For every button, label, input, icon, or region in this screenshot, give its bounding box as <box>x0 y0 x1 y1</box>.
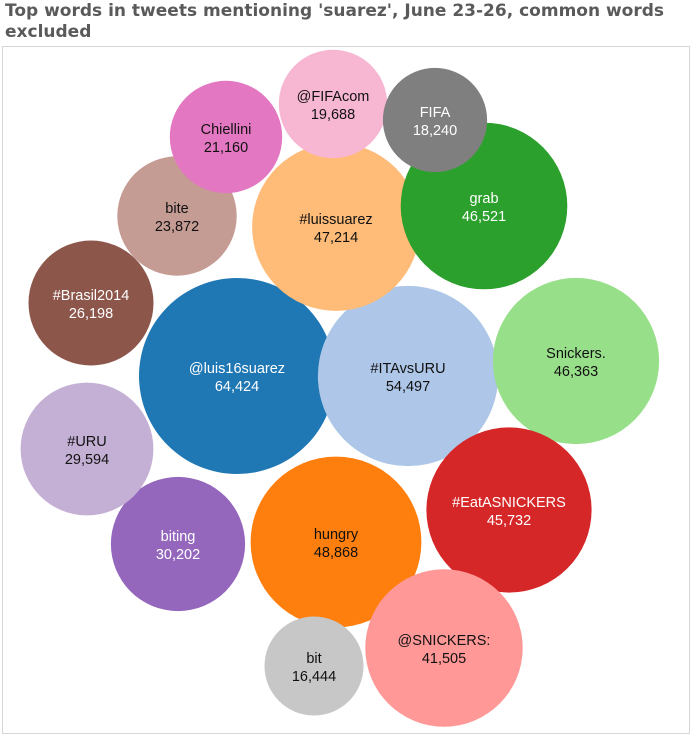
bubble-count-label: 45,732 <box>487 513 531 529</box>
bubble-word-label: #luissuarez <box>299 212 372 228</box>
bubble-fifa: FIFA 18,240 <box>382 67 488 173</box>
bubble-count-label: 46,363 <box>554 364 598 380</box>
bubble-bit: bit 16,444 <box>264 616 364 716</box>
bubble-word-label: Snickers. <box>546 346 606 362</box>
bubble-circle <box>264 616 364 716</box>
bubble-word-label: hungry <box>314 527 359 543</box>
bubble-word-label: bit <box>306 651 321 667</box>
bubble-brasil2014: #Brasil2014 26,198 <box>28 240 154 366</box>
bubble-count-label: 64,424 <box>215 379 259 395</box>
bubble-biting: biting 30,202 <box>110 476 246 612</box>
bubble-chiellini: Chiellini 21,160 <box>169 80 283 194</box>
bubble-circle <box>110 476 246 612</box>
bubble-word-label: #URU <box>67 434 106 450</box>
chart-frame: @luis16suarez 64,424 #ITAvsURU 54,497 hungry… <box>2 46 690 734</box>
bubble-circle <box>278 49 388 159</box>
bubble-hungry: hungry 48,868 <box>250 456 422 628</box>
bubble-circle <box>28 240 154 366</box>
chart-title: Top words in tweets mentioning 'suarez',… <box>5 1 665 42</box>
bubble-circle <box>20 382 154 516</box>
bubble-circle <box>252 143 420 311</box>
bubble-fifacom: @FIFAcom 19,688 <box>278 49 388 159</box>
bubble-word-label: bite <box>165 201 188 217</box>
bubble-word-label: #EatASNICKERS <box>452 495 566 511</box>
bubble-circle <box>250 456 422 628</box>
bubble-word-label: #ITAvsURU <box>370 361 445 377</box>
bubble-count-label: 23,872 <box>155 219 199 235</box>
bubble-count-label: 21,160 <box>204 140 248 156</box>
bubble-snickers: @SNICKERS: 41,505 <box>365 569 523 727</box>
bubble-word-label: #Brasil2014 <box>53 288 130 304</box>
bubble-circle <box>317 285 499 467</box>
bubble-chart: @luis16suarez 64,424 #ITAvsURU 54,497 hungry… <box>20 49 660 727</box>
bubble-word-label: grab <box>469 191 498 207</box>
bubble-circle <box>365 569 523 727</box>
bubble-word-label: @FIFAcom <box>297 89 370 105</box>
bubble-count-label: 47,214 <box>314 230 358 246</box>
bubble-circle <box>426 427 592 593</box>
bubble-count-label: 48,868 <box>314 545 358 561</box>
bubble-uru: #URU 29,594 <box>20 382 154 516</box>
bubble-eatasnickers: #EatASNICKERS 45,732 <box>426 427 592 593</box>
bubble-circle <box>169 80 283 194</box>
bubble-count-label: 54,497 <box>386 379 430 395</box>
bubble-count-label: 19,688 <box>311 107 355 123</box>
bubble-count-label: 16,444 <box>292 669 336 685</box>
bubble-count-label: 18,240 <box>413 123 457 139</box>
bubble-word-label: @SNICKERS: <box>398 633 491 649</box>
bubble-itavsuru: #ITAvsURU 54,497 <box>317 285 499 467</box>
bubble-snickers: Snickers. 46,363 <box>492 277 660 445</box>
bubble-count-label: 26,198 <box>69 306 113 322</box>
bubble-count-label: 46,521 <box>462 209 506 225</box>
bubble-word-label: @luis16suarez <box>189 361 285 377</box>
bubble-word-label: Chiellini <box>201 122 252 138</box>
bubble-word-label: biting <box>161 529 196 545</box>
bubble-word-label: FIFA <box>420 105 451 121</box>
bubble-count-label: 41,505 <box>422 651 466 667</box>
bubble-circle <box>382 67 488 173</box>
bubble-luissuarez: #luissuarez 47,214 <box>252 143 420 311</box>
bubble-luis16suarez: @luis16suarez 64,424 <box>139 278 335 474</box>
bubble-count-label: 30,202 <box>156 547 200 563</box>
bubble-circle <box>492 277 660 445</box>
bubble-count-label: 29,594 <box>65 452 109 468</box>
bubble-circle <box>139 278 335 474</box>
